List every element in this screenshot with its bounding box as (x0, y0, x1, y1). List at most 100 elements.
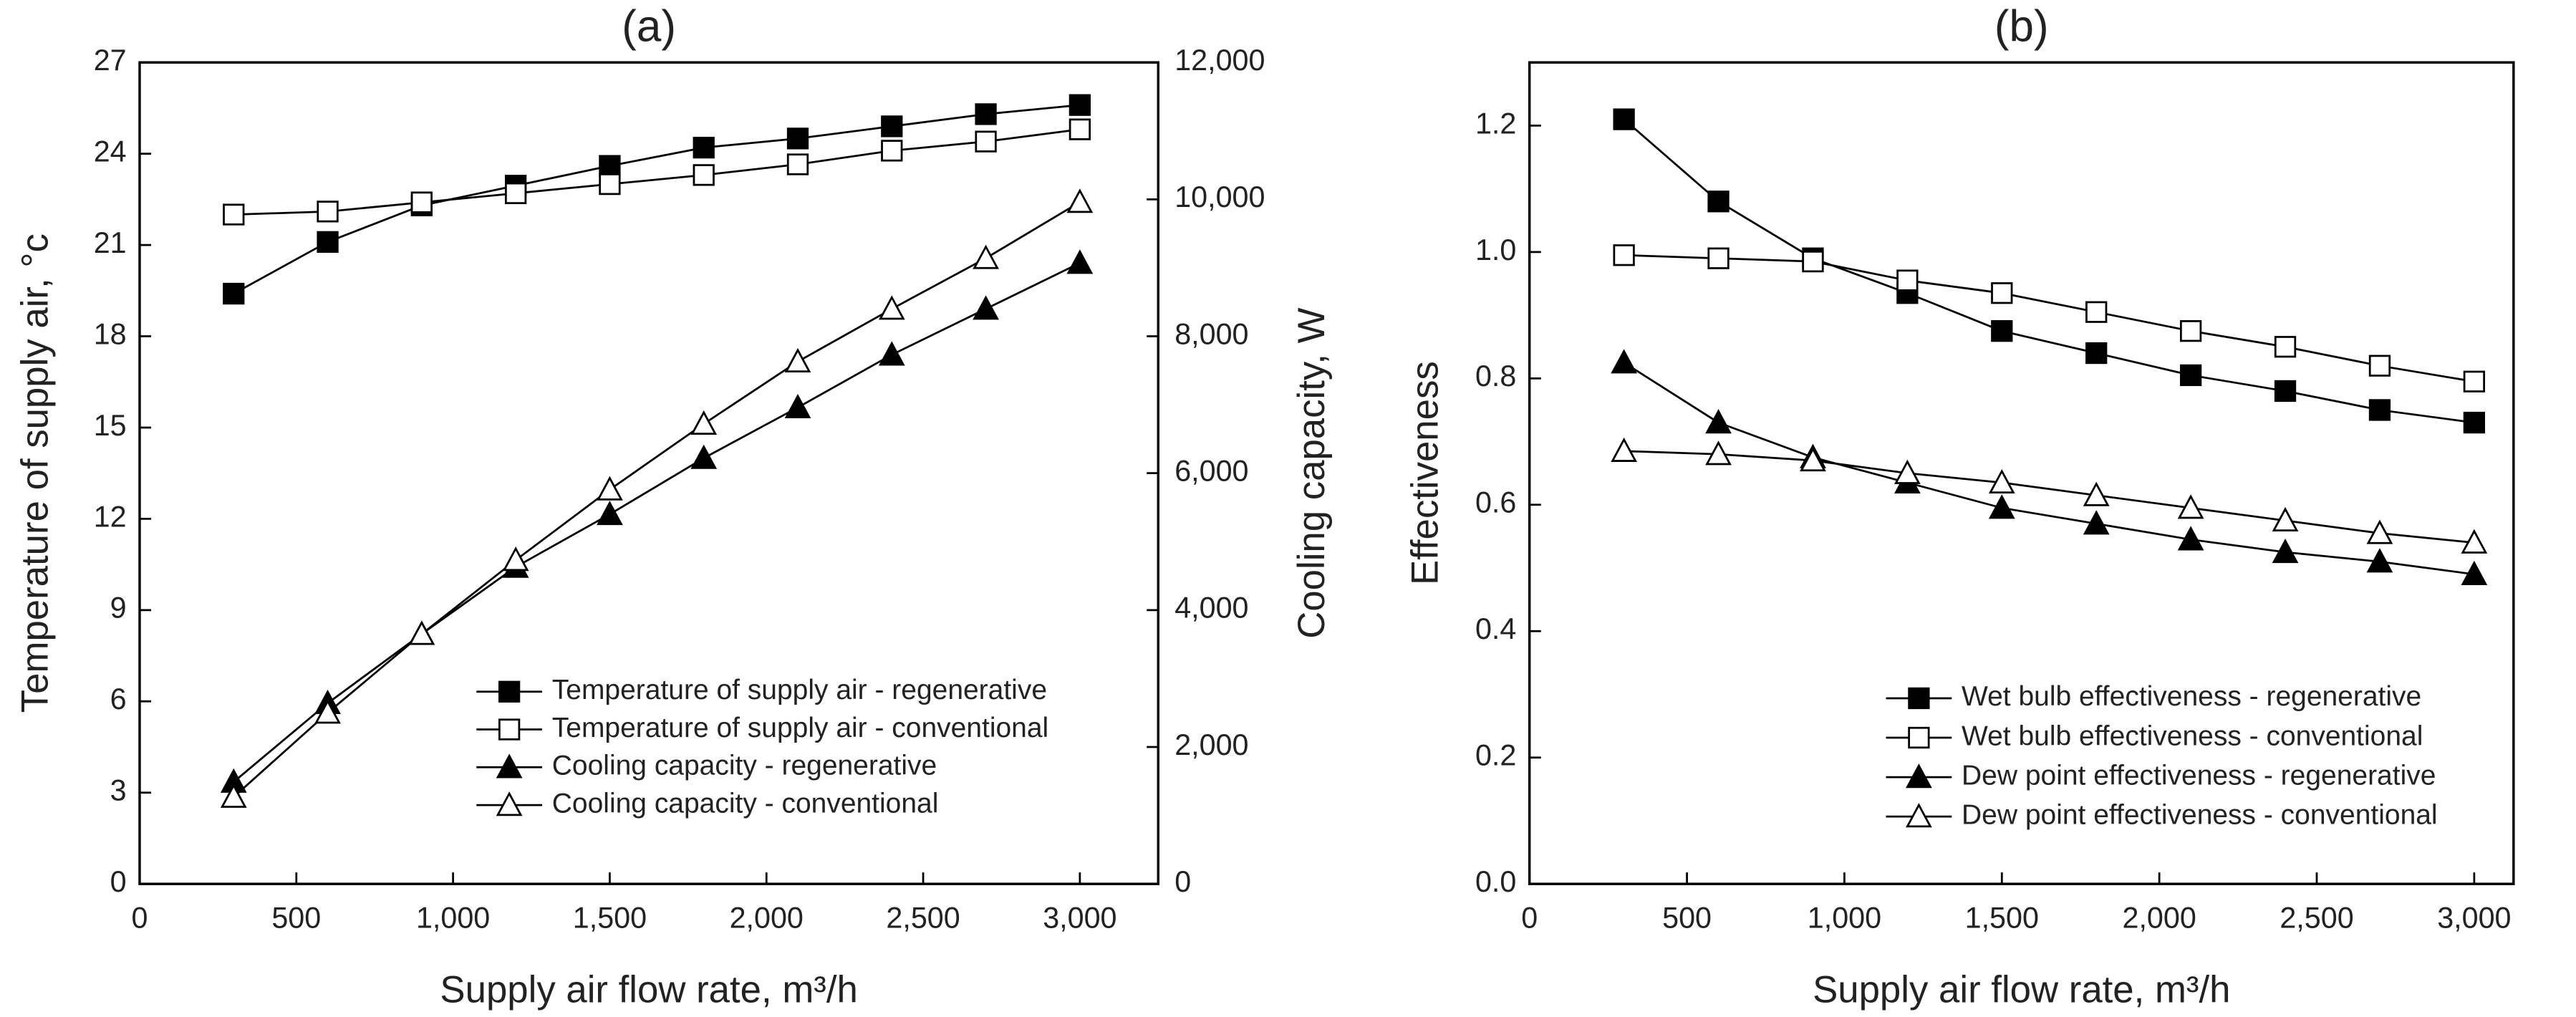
data-point (786, 127, 809, 150)
panel-title: (b) (1994, 2, 2049, 52)
data-point (1988, 468, 2015, 494)
legend-label: Wet bulb effectiveness - regenerative (1962, 681, 2421, 712)
y-tick-label: 18 (94, 317, 127, 350)
data-point (693, 136, 715, 159)
data-point (1068, 118, 1091, 140)
series-line (233, 128, 1081, 216)
series-line (233, 262, 1081, 783)
data-point (1894, 459, 1921, 484)
y2-tick-label: 6,000 (1174, 455, 1248, 488)
x-tick-label: 500 (271, 902, 321, 935)
data-point (599, 173, 621, 196)
data-point (1705, 440, 1732, 466)
data-point (784, 393, 811, 419)
legend-label: Cooling capacity - regenerative (552, 751, 937, 781)
legend-label: Cooling capacity - conventional (552, 788, 939, 819)
data-point (220, 783, 247, 808)
x-axis-title: Supply air flow rate, m³/h (440, 969, 857, 1011)
y-tick-label: 27 (94, 44, 127, 77)
data-point (314, 699, 341, 724)
data-point (505, 182, 527, 204)
x-tick-label: 500 (1662, 902, 1712, 935)
legend-marker (496, 791, 523, 816)
data-point (881, 115, 903, 138)
x-tick-label: 1,500 (573, 902, 647, 935)
data-point (881, 140, 903, 162)
y2-tick-label: 0 (1174, 865, 1191, 898)
y2-tick-label: 4,000 (1174, 592, 1248, 625)
data-point (317, 201, 339, 223)
y-tick-label: 6 (110, 683, 127, 715)
data-point (1613, 244, 1635, 266)
series-line (233, 104, 1081, 295)
data-point (2179, 364, 2202, 387)
x-tick-label: 2,000 (730, 902, 804, 935)
data-point (1066, 249, 1094, 274)
x-tick-label: 1,500 (1965, 902, 2039, 935)
legend-label: Temperature of supply air - regenerative (552, 675, 1047, 705)
legend-label: Dew point effectiveness - regenerative (1962, 760, 2436, 791)
legend-marker (496, 753, 523, 779)
data-point (1611, 437, 1637, 462)
series-line (233, 201, 1081, 798)
legend-marker (1908, 726, 1930, 749)
y-tick-label: 0.2 (1475, 739, 1516, 772)
data-point (317, 231, 339, 253)
data-point (2083, 510, 2110, 535)
data-point (2366, 548, 2393, 573)
y-tick-label: 0.8 (1475, 360, 1516, 392)
y-tick-label: 1.2 (1475, 107, 1516, 140)
x-tick-label: 3,000 (2437, 902, 2511, 935)
series-line (1624, 254, 2475, 383)
data-point (408, 620, 435, 645)
x-tick-label: 0 (132, 902, 148, 935)
legend-marker (1908, 687, 1930, 710)
x-tick-label: 1,000 (416, 902, 490, 935)
x-axis-title: Supply air flow rate, m³/h (1813, 969, 2230, 1011)
data-point (2177, 526, 2204, 551)
data-point (786, 153, 809, 175)
data-point (599, 155, 621, 177)
data-point (2368, 355, 2391, 377)
y-tick-label: 0.4 (1475, 612, 1516, 645)
data-point (2366, 519, 2393, 544)
data-point (2368, 399, 2391, 421)
data-point (1707, 191, 1730, 213)
y2-tick-label: 10,000 (1174, 180, 1265, 213)
x-tick-label: 2,500 (2280, 902, 2353, 935)
y-tick-label: 0.0 (1475, 865, 1516, 898)
y-tick-label: 0 (110, 865, 127, 898)
data-point (410, 191, 433, 213)
y-tick-label: 21 (94, 226, 127, 259)
legend-label: Wet bulb effectiveness - conventional (1962, 720, 2423, 751)
data-point (1611, 349, 1637, 374)
y-tick-label: 15 (94, 409, 127, 442)
data-point (2274, 336, 2297, 358)
data-point (2272, 539, 2299, 564)
data-point (502, 546, 529, 572)
series-line (1623, 362, 2475, 576)
data-point (878, 295, 905, 320)
y-axis-title: Temperature of supply air, °c (14, 233, 57, 713)
legend-marker (498, 718, 521, 741)
data-point (2083, 481, 2110, 506)
data-point (2463, 370, 2486, 392)
data-point (878, 341, 905, 366)
y2-tick-label: 12,000 (1174, 44, 1265, 77)
data-point (1988, 494, 2015, 519)
data-point (1991, 320, 2013, 342)
y2-axis-title: Cooling capacity, W (1291, 307, 1333, 638)
data-point (1800, 447, 1826, 472)
data-point (2461, 529, 2488, 554)
data-point (973, 244, 999, 269)
data-point (2461, 560, 2488, 585)
y-tick-label: 1.0 (1475, 233, 1516, 266)
data-point (223, 282, 245, 305)
y2-tick-label: 2,000 (1174, 728, 1248, 761)
data-point (975, 103, 997, 125)
data-point (1896, 269, 1919, 291)
data-point (1802, 250, 1824, 273)
data-point (2179, 320, 2202, 342)
